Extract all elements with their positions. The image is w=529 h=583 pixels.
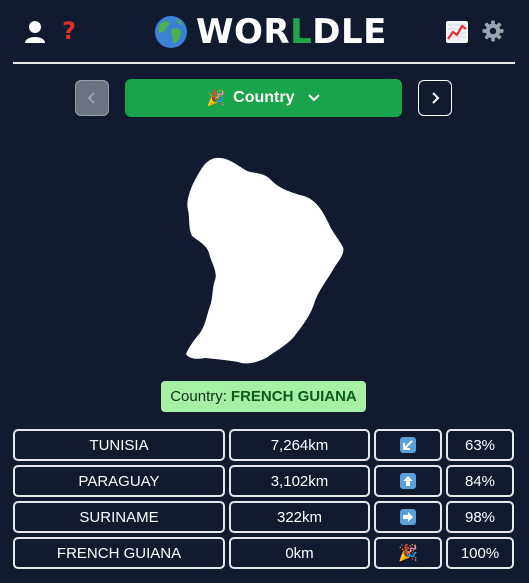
previous-mode-button[interactable]: [75, 80, 109, 116]
header: ? WORLDLE: [0, 0, 529, 64]
mode-label: Country: [233, 89, 295, 106]
guess-direction: 🎉: [374, 537, 442, 569]
user-icon[interactable]: [22, 18, 48, 46]
help-icon[interactable]: ?: [62, 17, 76, 45]
header-divider: [13, 62, 515, 64]
app-logo: WORLDLE: [154, 12, 387, 52]
chevron-down-icon: [307, 94, 320, 102]
mode-select-button[interactable]: 🎉 Country: [125, 79, 402, 117]
guess-proximity: 98%: [446, 501, 514, 533]
guess-direction: [374, 501, 442, 533]
guess-distance: 3,102km: [229, 465, 370, 497]
gear-icon[interactable]: [480, 18, 506, 44]
answer-country: FRENCH GUIANA: [230, 388, 357, 405]
chevron-right-icon: [432, 92, 440, 104]
globe-icon: [155, 16, 187, 48]
guess-direction: [374, 429, 442, 461]
guess-row: SURINAME 322km 98%: [13, 501, 514, 533]
country-silhouette: [180, 152, 350, 368]
guess-direction: [374, 465, 442, 497]
stats-icon[interactable]: [443, 18, 471, 46]
guess-country: TUNISIA: [13, 429, 225, 461]
guess-country: SURINAME: [13, 501, 225, 533]
party-popper-icon: 🎉: [206, 90, 226, 107]
arrow-right-icon: [400, 509, 416, 525]
arrow-down-left-icon: [400, 437, 416, 453]
guess-row: PARAGUAY 3,102km 84%: [13, 465, 514, 497]
answer-badge: Country: FRENCH GUIANA: [161, 381, 366, 412]
guess-distance: 0km: [229, 537, 370, 569]
next-mode-button[interactable]: [418, 80, 452, 116]
guess-country: PARAGUAY: [13, 465, 225, 497]
party-popper-icon: 🎉: [398, 545, 418, 562]
guess-row: TUNISIA 7,264km 63%: [13, 429, 514, 461]
guess-distance: 7,264km: [229, 429, 370, 461]
guess-proximity: 63%: [446, 429, 514, 461]
guess-country: FRENCH GUIANA: [13, 537, 225, 569]
guess-row: FRENCH GUIANA 0km 🎉 100%: [13, 537, 514, 569]
answer-prefix: Country:: [170, 388, 227, 405]
guess-proximity: 84%: [446, 465, 514, 497]
guess-distance: 322km: [229, 501, 370, 533]
guess-proximity: 100%: [446, 537, 514, 569]
arrow-up-icon: [400, 473, 416, 489]
app-title: WORLDLE: [196, 12, 387, 52]
chevron-left-icon: [87, 92, 95, 104]
